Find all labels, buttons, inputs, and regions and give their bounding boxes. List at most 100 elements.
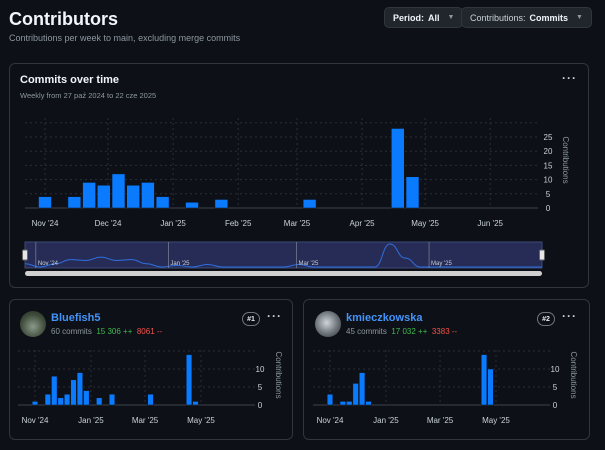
y-tick-label: 5 <box>546 190 551 199</box>
commit-count: 60 commits <box>51 327 92 336</box>
rank-badge: #2 <box>537 312 555 326</box>
navigator-label: Nov '24 <box>38 261 59 267</box>
y-tick-label: 25 <box>544 133 553 142</box>
x-tick-label: Jan '25 <box>373 416 399 425</box>
x-tick-label: May '25 <box>187 416 215 425</box>
y-tick-label: 0 <box>258 401 263 410</box>
bar[interactable] <box>185 202 199 209</box>
caret-down-icon: ▼ <box>576 14 583 21</box>
avatar[interactable] <box>20 311 46 337</box>
bar[interactable] <box>365 401 372 406</box>
rank-badge: #1 <box>242 312 260 326</box>
x-tick-label: May '25 <box>411 219 439 228</box>
bar[interactable] <box>214 199 229 209</box>
bar[interactable] <box>141 182 155 209</box>
bar[interactable] <box>126 185 140 209</box>
x-tick-label: Mar '25 <box>427 416 454 425</box>
bar[interactable] <box>405 176 420 209</box>
bar[interactable] <box>339 401 346 406</box>
navigator-series-line <box>24 243 542 268</box>
bar[interactable] <box>185 354 193 406</box>
x-tick-label: Nov '24 <box>317 416 344 425</box>
y-tick-label: 0 <box>546 204 551 213</box>
x-tick-label: Feb '25 <box>225 219 252 228</box>
bar[interactable] <box>31 401 39 406</box>
bar[interactable] <box>352 383 359 406</box>
bar[interactable] <box>391 128 405 209</box>
x-tick-label: Apr '25 <box>350 219 376 228</box>
y-axis-label: Contributions <box>561 136 570 183</box>
contributor-stats: 60 commits 15 306 ++ 8061 -- <box>51 327 162 336</box>
commit-count: 45 commits <box>346 327 387 336</box>
bar[interactable] <box>51 375 58 406</box>
y-tick-label: 10 <box>256 365 265 374</box>
navigator-label: Mar '25 <box>299 261 319 267</box>
bar[interactable] <box>76 372 84 406</box>
bar[interactable] <box>346 401 353 406</box>
bar[interactable] <box>359 372 366 406</box>
x-tick-label: Jan '25 <box>78 416 104 425</box>
kebab-horizontal-icon[interactable]: ··· <box>267 309 282 323</box>
bar[interactable] <box>111 173 126 209</box>
contributions-dropdown[interactable]: Contributions: Commits ▼ <box>461 7 592 28</box>
bar[interactable] <box>44 393 51 406</box>
x-tick-label: May '25 <box>482 416 510 425</box>
avatar[interactable] <box>315 311 341 337</box>
x-tick-label: Mar '25 <box>132 416 159 425</box>
contributions-label: Contributions: <box>470 12 526 23</box>
kebab-horizontal-icon[interactable]: ··· <box>562 71 577 85</box>
y-tick-label: 15 <box>544 161 553 170</box>
bar[interactable] <box>96 397 103 406</box>
y-tick-label: 5 <box>258 383 263 392</box>
x-tick-label: Nov '24 <box>32 219 59 228</box>
bar[interactable] <box>83 390 90 406</box>
bar[interactable] <box>38 196 52 209</box>
kebab-horizontal-icon[interactable]: ··· <box>562 309 577 323</box>
y-tick-label: 5 <box>553 383 558 392</box>
bar[interactable] <box>147 393 154 406</box>
bar[interactable] <box>108 393 116 406</box>
bar[interactable] <box>82 182 96 209</box>
navigator-label: Jan '25 <box>170 261 190 267</box>
bar[interactable] <box>302 199 317 209</box>
range-navigator[interactable] <box>24 241 543 269</box>
x-tick-label: Dec '24 <box>95 219 122 228</box>
contributor-name-link[interactable]: kmieczkowska <box>346 312 423 324</box>
navigator-handle[interactable] <box>22 249 28 261</box>
navigator-label: May '25 <box>431 261 452 267</box>
period-dropdown[interactable]: Period: All ▼ <box>384 7 464 28</box>
navigator-scrollbar[interactable] <box>25 271 542 276</box>
contributor-name-link[interactable]: Bluefish5 <box>51 312 101 324</box>
y-axis-label: Contributions <box>569 351 578 398</box>
contributor-stats: 45 commits 17 032 ++ 3383 -- <box>346 327 457 336</box>
chart-subtitle: Weekly from 27 paź 2024 to 22 cze 2025 <box>20 91 157 100</box>
period-label: Period: <box>393 12 425 23</box>
caret-down-icon: ▼ <box>447 14 455 21</box>
x-tick-label: Nov '24 <box>22 416 49 425</box>
chart-title: Commits over time <box>20 74 120 86</box>
bar[interactable] <box>480 354 488 406</box>
bar[interactable] <box>97 185 111 209</box>
y-tick-label: 0 <box>553 401 558 410</box>
deletions: 8061 -- <box>136 327 163 336</box>
y-tick-label: 10 <box>544 176 553 185</box>
x-tick-label: Jan '25 <box>160 219 186 228</box>
bar[interactable] <box>57 397 64 406</box>
page-title: Contributors <box>9 9 118 29</box>
bar[interactable] <box>326 393 334 406</box>
page-subtitle: Contributions per week to main, excludin… <box>9 33 241 43</box>
navigator-handle[interactable] <box>539 249 545 261</box>
bar[interactable] <box>155 196 170 209</box>
bar[interactable] <box>67 196 82 209</box>
bar[interactable] <box>192 401 199 406</box>
period-value: All <box>428 12 440 23</box>
x-tick-label: Mar '25 <box>284 219 311 228</box>
x-tick-label: Jun '25 <box>477 219 503 228</box>
bar[interactable] <box>487 368 494 406</box>
additions: 15 306 ++ <box>96 327 133 336</box>
bar[interactable] <box>70 379 77 406</box>
contributions-value: Commits <box>529 12 569 23</box>
bar[interactable] <box>64 393 71 406</box>
y-tick-label: 20 <box>544 147 553 156</box>
